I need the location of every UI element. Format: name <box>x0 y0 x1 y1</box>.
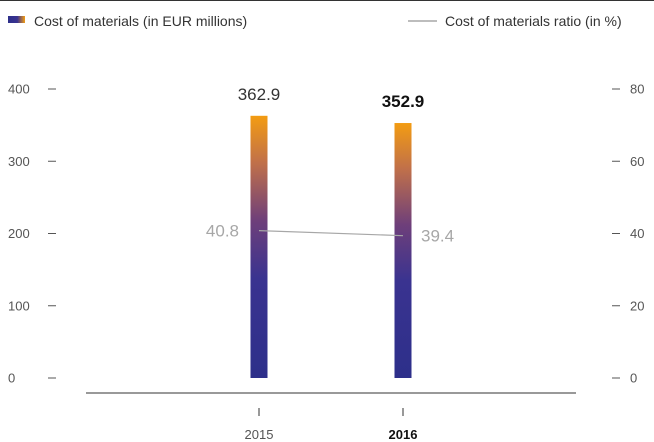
ratio-line <box>258 230 404 237</box>
legend: Cost of materials (in EUR millions) Cost… <box>8 13 622 29</box>
left-tick-label: 400 <box>8 82 30 97</box>
left-tick-label: 100 <box>8 298 30 313</box>
legend-label-bar: Cost of materials (in EUR millions) <box>34 13 247 29</box>
bar-2016 <box>394 123 412 378</box>
bars: 362.9 352.9 <box>238 85 425 378</box>
legend-label-line: Cost of materials ratio (in %) <box>445 13 622 29</box>
x-tick-label-2016: 2016 <box>389 427 418 442</box>
right-tick-label: 60 <box>630 154 644 169</box>
right-tick-label: 20 <box>630 298 644 313</box>
right-tick-label: 0 <box>630 371 637 386</box>
left-tick-label: 200 <box>8 226 30 241</box>
legend-swatch-bar <box>8 16 25 23</box>
left-y-axis: 0 100 200 300 400 <box>8 82 56 386</box>
left-tick-label: 0 <box>8 371 15 386</box>
right-tick-label: 40 <box>630 226 644 241</box>
ratio-label-2016: 39.4 <box>421 227 454 246</box>
x-tick-label-2015: 2015 <box>245 427 274 442</box>
bar-value-label-2015: 362.9 <box>238 85 281 104</box>
x-axis: 2015 2016 <box>245 408 418 442</box>
bar-value-label-2016: 352.9 <box>382 92 425 111</box>
ratio-line-series: 40.8 39.4 <box>206 222 454 246</box>
right-y-axis: 0 20 40 60 80 <box>612 82 644 386</box>
right-tick-label: 80 <box>630 82 644 97</box>
ratio-label-2015: 40.8 <box>206 222 239 241</box>
left-tick-label: 300 <box>8 154 30 169</box>
bar-2015 <box>250 115 268 378</box>
